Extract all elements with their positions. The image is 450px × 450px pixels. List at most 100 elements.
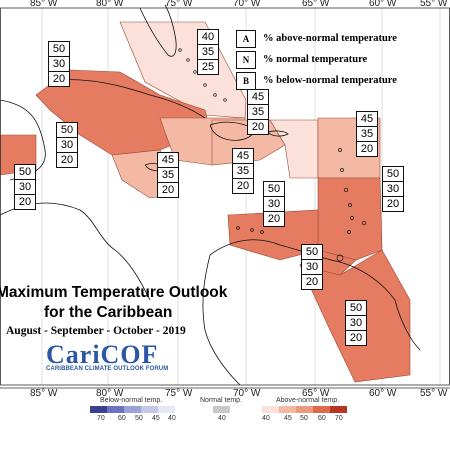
prob-below: 20: [251, 121, 265, 133]
prob-box-windward: 50 30 20: [382, 166, 404, 212]
key-row-normal: N % normal temperature: [236, 49, 397, 70]
swatch-above-40: [262, 406, 279, 413]
prob-box-trinidad: 50 30 20: [301, 244, 323, 290]
prob-box-jamaica: 45 35 20: [157, 152, 179, 198]
key-row-above: A % above-normal temperature: [236, 28, 397, 49]
prob-box-belize: 50 30 20: [14, 164, 36, 210]
prob-above: 50: [49, 42, 69, 57]
scale-num-normal-40: 40: [218, 415, 226, 422]
prob-normal: 35: [248, 105, 268, 120]
scale-num-above-45: 45: [284, 415, 292, 422]
coast-colombia: [202, 254, 241, 386]
prob-below: 20: [60, 154, 74, 166]
scale-num-above-60: 60: [318, 415, 326, 422]
swatch-normal-40: [213, 406, 230, 413]
key-letter-a: A: [236, 29, 256, 48]
prob-above: 50: [383, 167, 403, 182]
coast-south-america: [209, 239, 421, 351]
prob-below: 20: [305, 276, 319, 288]
prob-normal: 30: [264, 197, 284, 212]
prob-normal: 30: [346, 316, 366, 331]
swatch-above-50: [296, 406, 313, 413]
prob-below: 20: [18, 196, 32, 208]
small-islands: [178, 48, 367, 262]
prob-below: 20: [349, 332, 363, 344]
coast-cuba: [59, 79, 206, 119]
scale-num-below-40: 40: [168, 415, 176, 422]
prob-normal: 35: [158, 168, 178, 183]
prob-box-turks: 45 35 20: [247, 89, 269, 135]
prob-above: 45: [158, 153, 178, 168]
prob-box-hispaniola: 45 35 20: [232, 148, 254, 194]
key-row-below: B % below-normal temperature: [236, 70, 397, 91]
swatch-above-70: [330, 406, 347, 413]
prob-below: 20: [236, 180, 250, 192]
prob-normal: 30: [57, 138, 77, 153]
swatch-below-45: [141, 406, 158, 413]
prob-normal: 30: [49, 57, 69, 72]
scale-num-above-50: 50: [300, 415, 308, 422]
prob-normal: 30: [302, 260, 322, 275]
prob-below: 20: [360, 143, 374, 155]
scale-num-below-70: 70: [97, 415, 105, 422]
coast-pr: [267, 130, 289, 137]
lon-label-70-bottom: 70° W: [233, 388, 261, 399]
key-text-below: % below-normal temperature: [263, 75, 397, 86]
prob-below: 20: [52, 73, 66, 85]
zone-abc: [227, 209, 319, 261]
swatch-below-40: [158, 406, 175, 413]
key-letter-b: B: [236, 71, 256, 90]
scale-num-below-60: 60: [118, 415, 126, 422]
prob-box-lesser-antilles: 45 35 20: [356, 111, 378, 157]
scale-num-above-70: 70: [335, 415, 343, 422]
prob-above: 50: [302, 245, 322, 260]
scale-label-below: Below-normal temp.: [100, 397, 163, 404]
prob-above: 45: [248, 90, 268, 105]
prob-normal: 35: [233, 164, 253, 179]
swatch-below-50: [124, 406, 141, 413]
lon-label-80-bottom: 80° W: [96, 388, 124, 399]
coast-central-america: [0, 202, 151, 301]
lon-label-85: 85° W: [30, 0, 58, 9]
prob-normal: 35: [198, 45, 218, 60]
lon-label-65-bottom: 65° W: [302, 388, 330, 399]
swatch-above-45: [279, 406, 296, 413]
logo-name: CariCOF: [46, 340, 159, 369]
lon-label-75-bottom: 75° W: [165, 388, 193, 399]
key-text-normal: % normal temperature: [263, 54, 368, 65]
prob-normal: 30: [383, 182, 403, 197]
scale-num-below-50: 50: [135, 415, 143, 422]
caricof-logo: CariCOF CARIBBEAN CLIMATE OUTLOOK FORUM: [46, 340, 168, 372]
scale-num-below-45: 45: [152, 415, 160, 422]
prob-above: 50: [57, 123, 77, 138]
swatch-below-60: [107, 406, 124, 413]
map-title-line1: Maximum Temperature Outlook: [0, 284, 228, 301]
probability-key: A % above-normal temperature N % normal …: [236, 28, 397, 91]
prob-above: 40: [198, 30, 218, 45]
coast-florida: [139, 4, 177, 57]
lon-label-80: 80° W: [96, 0, 124, 9]
logo-subtitle: CARIBBEAN CLIMATE OUTLOOK FORUM: [46, 366, 169, 372]
prob-box-guianas: 50 30 20: [345, 300, 367, 346]
prob-above: 50: [346, 301, 366, 316]
key-letter-n: N: [236, 50, 256, 69]
map-title-line2: for the Caribbean: [44, 304, 173, 321]
scale-num-above-40: 40: [262, 415, 270, 422]
lon-label-85-bottom: 85° W: [30, 388, 58, 399]
lon-label-55-bottom: 55° W: [420, 388, 448, 399]
lon-label-60: 60° W: [369, 0, 397, 9]
zone-windward: [317, 177, 383, 261]
key-text-above: % above-normal temperature: [263, 33, 397, 44]
prob-box-abc: 50 30 20: [263, 181, 285, 227]
coast-hispaniola: [209, 121, 254, 141]
lon-label-60-bottom: 60° W: [369, 388, 397, 399]
prob-normal: 35: [357, 127, 377, 142]
prob-below: 20: [267, 213, 281, 225]
lon-label-75: 75° W: [165, 0, 193, 9]
prob-below: 25: [201, 61, 215, 73]
lon-label-70: 70° W: [233, 0, 261, 9]
prob-box-cuba: 50 30 20: [48, 41, 70, 87]
scale-label-normal: Normal temp.: [200, 397, 243, 404]
prob-box-bahamas: 40 35 25: [197, 29, 219, 75]
lon-label-65: 65° W: [302, 0, 330, 9]
